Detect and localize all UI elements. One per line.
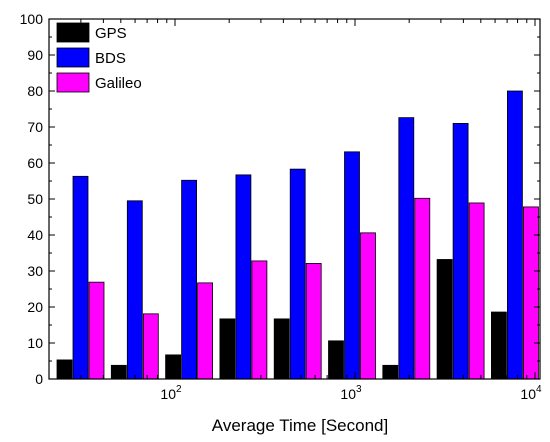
y-tick-label: 20 (27, 299, 43, 315)
legend-swatch-galileo (56, 72, 90, 93)
legend: GPS BDS Galileo (56, 22, 142, 93)
y-tick-label: 90 (27, 47, 43, 63)
y-tick-label: 30 (27, 263, 43, 279)
bar-bds-2 (126, 200, 143, 380)
x-tick-label: 103 (340, 384, 362, 402)
bar-galileo-3 (197, 282, 214, 380)
bar-bds-1 (72, 175, 89, 380)
bar-bds-4 (235, 174, 252, 380)
y-axis: 0 10 20 30 40 50 60 70 80 90 100 (20, 11, 540, 387)
bar-gps-6 (328, 340, 344, 380)
x-axis: 102 103 104 (80, 19, 542, 402)
x-tick-label: 104 (520, 384, 542, 402)
bar-galileo-1 (88, 281, 105, 380)
legend-label-galileo: Galileo (95, 75, 142, 92)
y-tick-label: 40 (27, 227, 43, 243)
bar-gps-8 (436, 259, 453, 380)
bar-bds-8 (452, 123, 469, 380)
bar-gps-4 (219, 318, 236, 380)
legend-label-gps: GPS (95, 25, 127, 42)
y-tick-label: 0 (35, 371, 43, 387)
x-axis-title: Average Time [Second] (212, 416, 388, 435)
legend-swatch-bds (56, 47, 90, 68)
y-tick-label: 100 (20, 11, 44, 27)
bar-galileo-8 (468, 202, 485, 380)
bar-galileo-2 (142, 313, 159, 380)
bar-gps-9 (490, 311, 507, 380)
bar-galileo-7 (414, 197, 431, 380)
legend-label-bds: BDS (95, 50, 126, 67)
bar-galileo-9 (523, 206, 539, 380)
bar-bds-3 (181, 179, 198, 380)
y-tick-label: 80 (27, 83, 43, 99)
bar-galileo-5 (305, 263, 322, 380)
y-tick-label: 70 (27, 119, 43, 135)
bar-bds-7 (398, 117, 415, 380)
bar-galileo-6 (360, 232, 376, 380)
bar-gps-3 (165, 354, 182, 380)
bars-layer (56, 90, 539, 380)
bar-gps-5 (273, 318, 290, 380)
y-tick-label: 10 (27, 335, 43, 351)
x-tick-label: 102 (160, 384, 182, 402)
y-tick-label: 50 (27, 191, 43, 207)
bar-gps-1 (56, 359, 73, 380)
bar-bds-9 (506, 90, 523, 380)
bar-gps-2 (110, 364, 127, 380)
bar-bds-5 (289, 168, 306, 380)
y-tick-label: 60 (27, 155, 43, 171)
bar-bds-6 (344, 151, 360, 380)
bar-galileo-4 (251, 260, 268, 380)
legend-swatch-gps (56, 22, 90, 43)
bar-gps-7 (382, 364, 399, 380)
